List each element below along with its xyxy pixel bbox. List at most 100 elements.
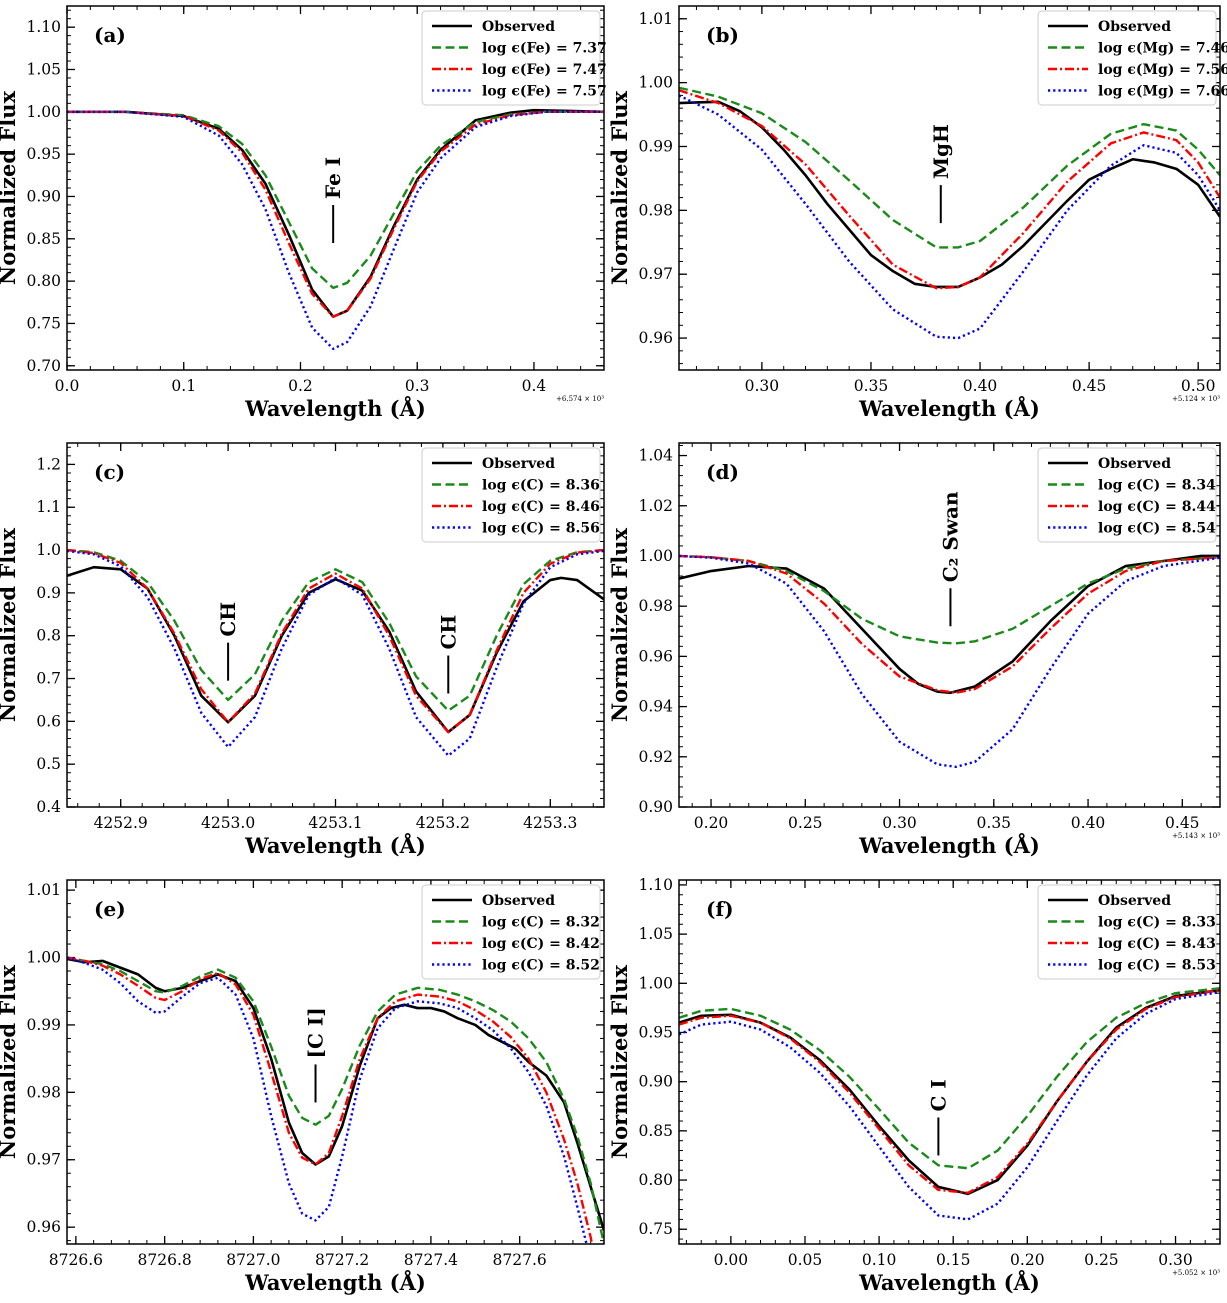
series-line-low: [679, 987, 1220, 1170]
plot-frame: [66, 5, 605, 371]
legend-entry: Observed: [1098, 893, 1171, 909]
y-tick-label: 0.98: [638, 201, 673, 219]
y-tick-label: 1.00: [638, 974, 673, 992]
x-tick-label: 0.05: [788, 1251, 823, 1269]
y-tick-label: 0.98: [26, 1083, 61, 1101]
y-axis-title: Normalized Flux: [607, 528, 632, 722]
chart-panel-4: 8726.6 8726.8 8727.0 8727.2 8727.4 8727.6 0.96…: [0, 879, 605, 1295]
y-axis-title: Normalized Flux: [607, 91, 632, 285]
y-tick-label: 0.8: [36, 627, 61, 645]
x-axis-title: Wavelength (Å): [858, 396, 1040, 421]
y-tick-label: 0.9: [36, 584, 61, 602]
legend-entry: log ϵ(C) = 8.33: [1098, 915, 1216, 931]
legend-entry: log ϵ(C) = 8.34: [1098, 478, 1216, 494]
series-line-observed: [679, 988, 1220, 1196]
legend-entry: log ϵ(C) = 8.53: [1098, 958, 1216, 974]
y-tick-label: 0.95: [638, 1023, 673, 1041]
legend-entry: Observed: [1098, 19, 1171, 35]
x-tick-label: 0.30: [882, 814, 917, 832]
legend-box: [1037, 447, 1217, 543]
x-tick-label: 0.40: [963, 377, 998, 395]
series-line-high: [679, 94, 1220, 340]
y-tick-label: 0.80: [26, 272, 61, 290]
series-line-mid: [679, 554, 1220, 694]
series-line-mid: [67, 548, 604, 734]
series-line-mid: [679, 89, 1220, 290]
x-axis-title: Wavelength (Å): [858, 1270, 1040, 1295]
x-tick-label: 0.4: [522, 377, 547, 395]
legend-entry: Observed: [482, 19, 555, 35]
line-label: C I: [926, 1079, 950, 1111]
y-tick-label: 0.95: [26, 145, 61, 163]
panel-label: (c): [94, 460, 125, 484]
legend-entry: Observed: [1098, 456, 1171, 472]
legend-entry: log ϵ(Mg) = 7.46: [1098, 41, 1227, 57]
panel-label: (f): [706, 897, 734, 921]
legend-entry: log ϵ(C) = 8.52: [482, 958, 600, 974]
legend: Observed log ϵ(Mg) = 7.46 log ϵ(Mg) = 7.56…: [1037, 10, 1227, 106]
x-tick-label: 0.25: [788, 814, 823, 832]
panel-label: (d): [706, 460, 739, 484]
y-tick-label: 0.99: [26, 1016, 61, 1034]
y-tick-label: 1.10: [638, 876, 673, 894]
x-tick-label: 0.35: [854, 377, 889, 395]
legend-entry: log ϵ(Mg) = 7.66: [1098, 84, 1227, 100]
y-tick-label: 0.94: [638, 698, 673, 716]
x-axis-title: Wavelength (Å): [858, 833, 1040, 858]
legend: Observed log ϵ(C) = 8.33 log ϵ(C) = 8.43 lo…: [1037, 884, 1217, 980]
legend: Observed log ϵ(C) = 8.34 log ϵ(C) = 8.44 lo…: [1037, 447, 1217, 543]
series-line-mid: [67, 956, 594, 1244]
x-tick-label: 0.50: [1181, 377, 1216, 395]
plot-frame: [678, 5, 1221, 371]
y-tick-label: 0.90: [638, 798, 673, 816]
x-tick-label: 0.30: [1158, 1251, 1193, 1269]
y-tick-label: 1.2: [36, 455, 61, 473]
series-line-low: [67, 548, 604, 712]
y-tick-label: 0.70: [26, 357, 61, 375]
x-tick-label: 0.40: [1071, 814, 1106, 832]
line-label: MgH: [929, 124, 953, 179]
x-tick-label: 0.20: [1010, 1251, 1045, 1269]
x-tick-label: 8726.6: [49, 1251, 103, 1269]
x-tick-label: 0.0: [55, 377, 80, 395]
y-axis-title: Normalized Flux: [607, 965, 632, 1159]
series-line-high: [67, 549, 604, 757]
x-offset-label: +5.052 × 10³: [1172, 1269, 1220, 1277]
x-tick-label: 4253.1: [308, 814, 362, 832]
legend-entry: log ϵ(C) = 8.54: [1098, 521, 1216, 537]
x-tick-label: 0.45: [1165, 814, 1200, 832]
series-line-low: [67, 110, 604, 290]
legend-box: [1037, 884, 1217, 980]
chart-panel-5: 0.00 0.05 0.10 0.15 0.20 0.25 0.30 0.75 0.80 0.85…: [607, 876, 1221, 1295]
y-tick-label: 0.4: [36, 798, 61, 816]
y-tick-label: 1.00: [26, 949, 61, 967]
x-tick-label: 0.25: [1084, 1251, 1119, 1269]
y-tick-label: 0.80: [638, 1171, 673, 1189]
plot-frame: [66, 879, 605, 1245]
series-line-high: [679, 554, 1220, 769]
series-line-high: [679, 990, 1220, 1221]
legend-entry: log ϵ(Fe) = 7.37: [482, 41, 607, 57]
y-tick-label: 1.01: [26, 881, 61, 899]
y-tick-label: 1.04: [638, 447, 673, 465]
series-line-high: [67, 956, 588, 1244]
line-label: Fe I: [321, 157, 345, 199]
y-tick-label: 1.00: [26, 103, 61, 121]
x-offset-label: +6.574 × 10³: [556, 395, 604, 403]
chart-panel-0: 0.0 0.1 0.2 0.3 0.4 0.70 0.75 0.80 0.85 0.90 0.95 1…: [0, 5, 607, 421]
legend-entry: log ϵ(Fe) = 7.57: [482, 84, 607, 100]
y-tick-label: 0.85: [638, 1122, 673, 1140]
x-axis-title: Wavelength (Å): [244, 833, 426, 858]
y-axis-title: Normalized Flux: [0, 91, 20, 285]
x-tick-label: 0.15: [936, 1251, 971, 1269]
x-tick-label: 4253.0: [201, 814, 255, 832]
line-label: CH: [436, 615, 460, 650]
y-axis-title: Normalized Flux: [0, 528, 20, 722]
legend-box: [421, 884, 601, 980]
legend-entry: log ϵ(C) = 8.36: [482, 478, 600, 494]
y-tick-label: 0.99: [638, 137, 673, 155]
y-tick-label: 0.96: [638, 647, 673, 665]
y-tick-label: 0.90: [638, 1073, 673, 1091]
x-tick-label: 0.1: [171, 377, 196, 395]
x-axis-title: Wavelength (Å): [244, 1270, 426, 1295]
